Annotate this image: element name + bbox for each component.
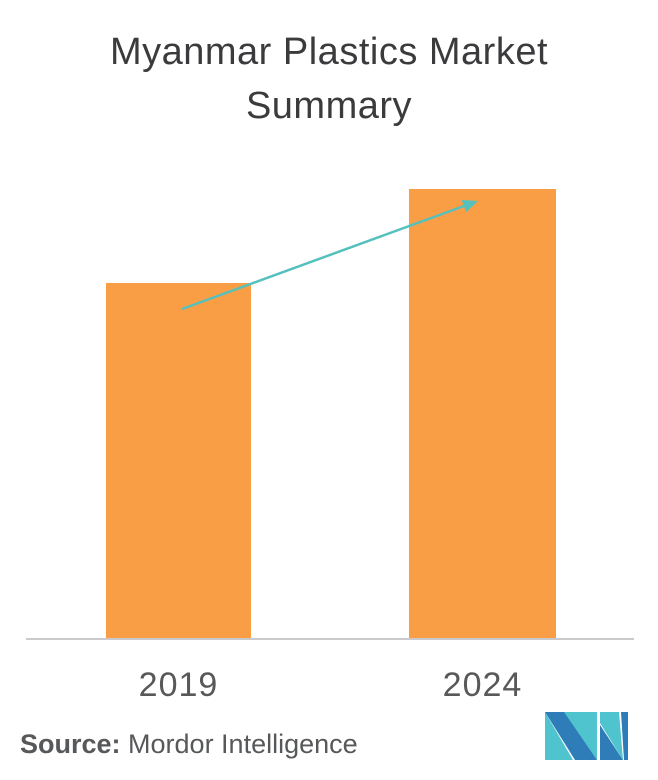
x-label-2019: 2019 (138, 666, 219, 704)
logo-right-teal-shape (600, 712, 623, 760)
logo-right-blue-triangle-shape (600, 725, 623, 760)
logo-left-blue-band-shape (545, 712, 597, 760)
x-label-2024: 2024 (442, 666, 523, 704)
source-label: Source: (20, 729, 121, 759)
bar-2019 (106, 283, 251, 638)
chart-title-text: Myanmar Plastics Market Summary (109, 31, 549, 127)
logo-right-blue-bar-shape (621, 712, 628, 760)
bar-2024 (409, 189, 556, 638)
source-attribution: Source: Mordor Intelligence (20, 729, 358, 760)
chart-title: Myanmar Plastics Market Summary (0, 26, 658, 134)
mordor-intelligence-logo (545, 712, 628, 760)
x-axis-line (26, 638, 634, 640)
source-value: Mordor Intelligence (120, 729, 358, 759)
logo-left-teal-bottom-shape (545, 712, 573, 760)
